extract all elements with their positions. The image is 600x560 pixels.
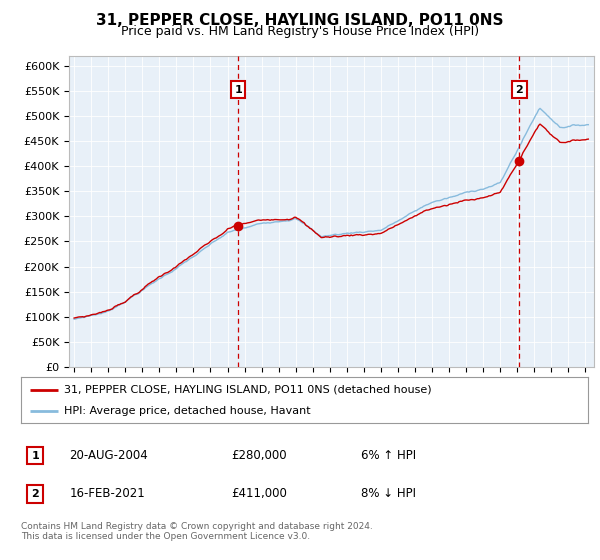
Text: HPI: Average price, detached house, Havant: HPI: Average price, detached house, Hava… <box>64 407 310 416</box>
Text: 20-AUG-2004: 20-AUG-2004 <box>69 449 148 462</box>
Text: Price paid vs. HM Land Registry's House Price Index (HPI): Price paid vs. HM Land Registry's House … <box>121 25 479 39</box>
Text: 6% ↑ HPI: 6% ↑ HPI <box>361 449 416 462</box>
Text: £411,000: £411,000 <box>231 487 287 500</box>
Text: 1: 1 <box>234 85 242 95</box>
Text: 31, PEPPER CLOSE, HAYLING ISLAND, PO11 0NS (detached house): 31, PEPPER CLOSE, HAYLING ISLAND, PO11 0… <box>64 385 431 395</box>
Text: 1: 1 <box>31 450 39 460</box>
Text: £280,000: £280,000 <box>231 449 286 462</box>
Text: 2: 2 <box>31 489 39 499</box>
Text: 16-FEB-2021: 16-FEB-2021 <box>69 487 145 500</box>
Text: 31, PEPPER CLOSE, HAYLING ISLAND, PO11 0NS: 31, PEPPER CLOSE, HAYLING ISLAND, PO11 0… <box>96 13 504 28</box>
Text: 8% ↓ HPI: 8% ↓ HPI <box>361 487 416 500</box>
Text: 2: 2 <box>515 85 523 95</box>
Text: Contains HM Land Registry data © Crown copyright and database right 2024.
This d: Contains HM Land Registry data © Crown c… <box>21 522 373 542</box>
